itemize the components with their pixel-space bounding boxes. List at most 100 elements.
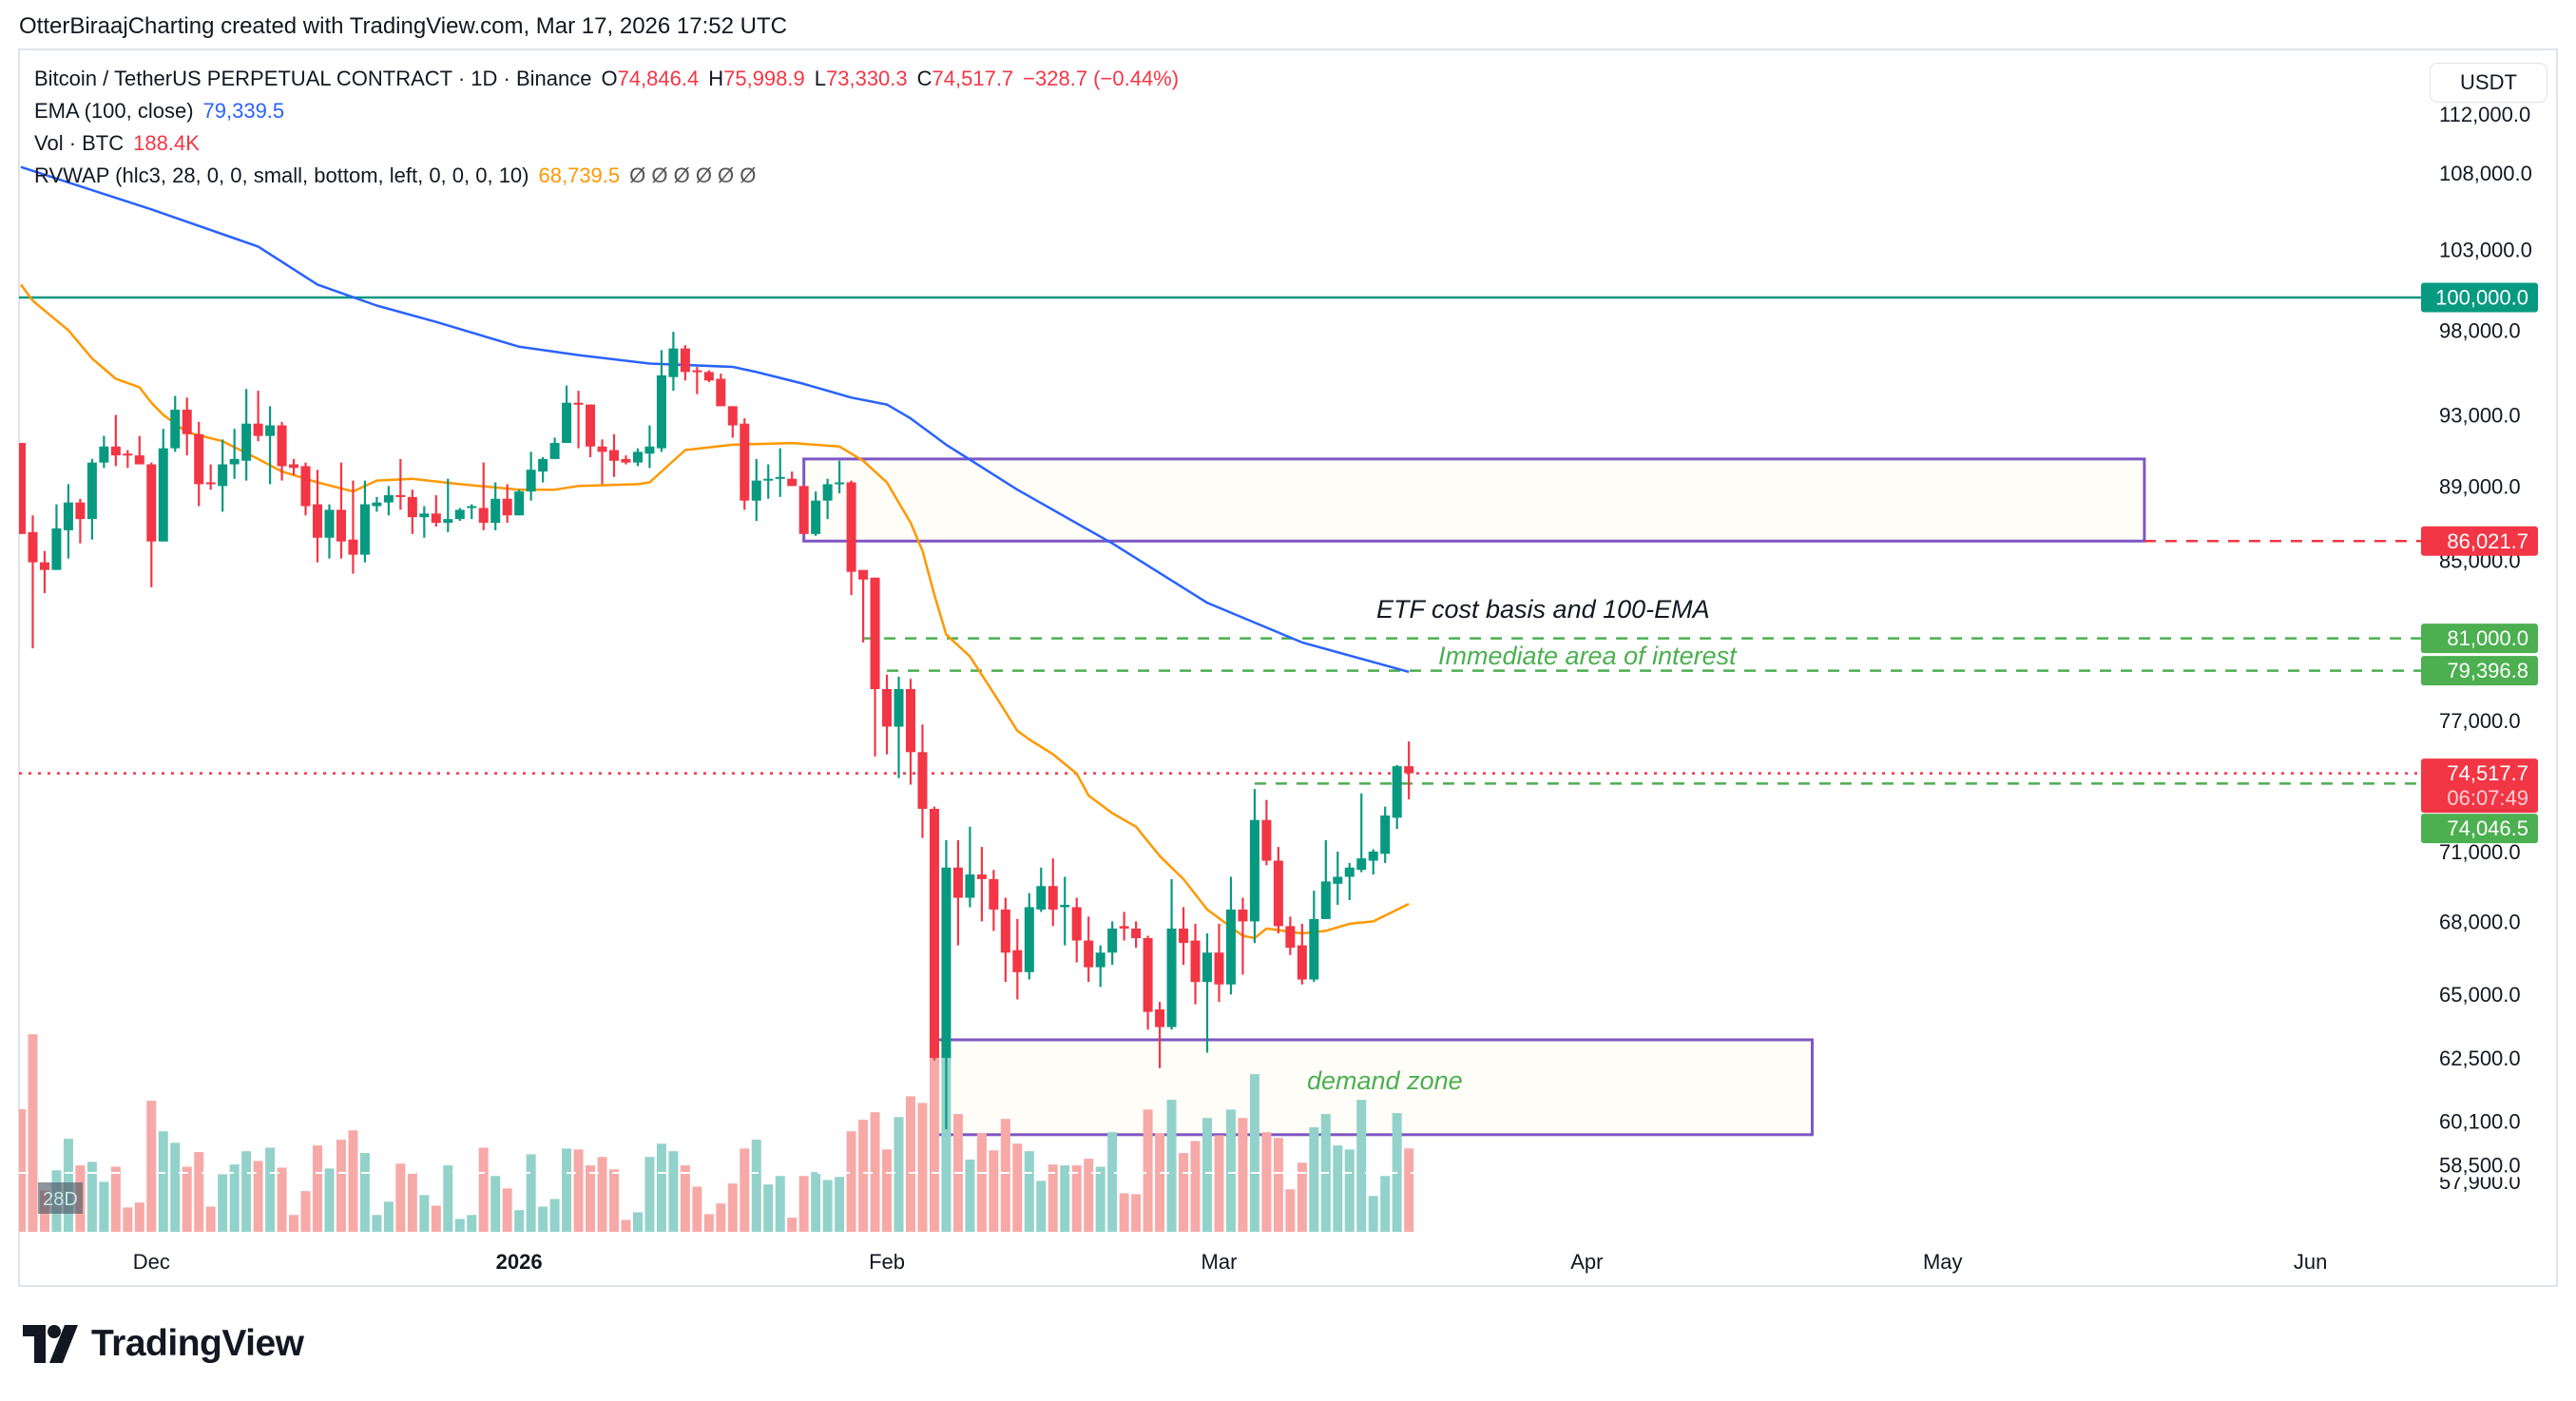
volume-bar	[336, 1140, 346, 1232]
legend-volume-row[interactable]: Vol · BTC 188.4K	[34, 131, 209, 156]
candle	[941, 839, 952, 1130]
rvwap-line	[19, 283, 1410, 940]
volume-bar	[1143, 1109, 1153, 1232]
candle-body	[134, 455, 144, 465]
tradingview-mark-icon	[23, 1325, 78, 1363]
candle	[846, 480, 856, 596]
volume-bar	[858, 1120, 869, 1232]
demand-zone-box[interactable]	[932, 1038, 1814, 1137]
tradingview-logo[interactable]: TradingView	[23, 1323, 304, 1365]
candle	[1273, 847, 1283, 933]
price-label-text: 79,396.8	[2447, 659, 2528, 682]
candle-body	[751, 480, 761, 501]
low-value: 73,330.3	[826, 67, 908, 90]
volume-bar	[621, 1219, 631, 1232]
volume-bar	[703, 1214, 714, 1232]
countdown-text: 06:07:49	[2447, 786, 2528, 810]
candle-body	[19, 443, 26, 534]
volume-bar	[906, 1096, 915, 1232]
candle-body	[419, 513, 430, 518]
candle	[562, 385, 572, 444]
annotation-immediate-area[interactable]: Immediate area of interest	[1438, 642, 1737, 670]
candle	[917, 724, 928, 838]
candle	[39, 550, 49, 593]
price-tick-label: 93,000.0	[2439, 404, 2521, 428]
candle-body	[858, 569, 869, 580]
volume-bar	[218, 1174, 228, 1232]
candle-body	[395, 494, 406, 497]
volume-bar	[407, 1172, 417, 1232]
volume-bar	[787, 1218, 798, 1232]
candle	[87, 458, 97, 540]
candle	[811, 491, 821, 536]
symbol-title[interactable]: Bitcoin / TetherUS PERPETUAL CONTRACT · …	[34, 67, 592, 90]
volume-bar	[348, 1130, 358, 1232]
high-label: H	[708, 67, 724, 90]
candle	[976, 847, 987, 922]
volume-bar	[1273, 1138, 1283, 1232]
annotation-etf-cost-basis[interactable]: ETF cost basis and 100-EMA	[1376, 595, 1710, 624]
candle	[1202, 932, 1212, 1053]
supply-zone-box[interactable]	[802, 457, 2146, 543]
volume-bar	[383, 1201, 394, 1232]
candle-body	[811, 500, 821, 534]
volume-bar	[976, 1133, 987, 1232]
ema-label: EMA (100, close)	[34, 99, 194, 123]
candle-body	[775, 476, 785, 479]
candle	[1000, 897, 1010, 983]
candle	[1238, 897, 1248, 975]
candle	[1333, 851, 1343, 905]
candle	[194, 421, 204, 507]
volume-bar	[1214, 1135, 1224, 1232]
legend-ema-row[interactable]: EMA (100, close) 79,339.5	[34, 99, 294, 124]
price-tick-bg	[2430, 473, 2548, 499]
price-label-text: 81,000.0	[2447, 626, 2528, 650]
low-label: L	[814, 67, 826, 90]
candle	[929, 806, 939, 1061]
candle	[443, 478, 453, 532]
candle	[1190, 923, 1201, 1005]
currency-selector[interactable]: USDT	[2430, 63, 2547, 103]
candle	[680, 345, 690, 381]
volume-bar	[1000, 1119, 1010, 1232]
candle	[882, 674, 893, 755]
price-label: 74,046.5	[2421, 814, 2538, 844]
candle	[1309, 891, 1319, 983]
price-tick-label: 71,000.0	[2439, 840, 2521, 864]
volume-bar	[1202, 1118, 1212, 1232]
rvwap-anchor-label: 28D	[38, 1182, 83, 1214]
price-label-bg	[2421, 282, 2538, 313]
candle	[1155, 1002, 1165, 1068]
candle-body	[1249, 819, 1259, 922]
legend-rvwap-row[interactable]: RVWAP (hlc3, 28, 0, 0, small, bottom, le…	[34, 163, 765, 188]
candle-body	[313, 504, 322, 538]
candle-body	[1297, 945, 1307, 980]
volume-bar	[775, 1176, 785, 1232]
price-tick-bg	[2430, 909, 2548, 934]
candle	[703, 370, 714, 383]
candle-body	[1166, 928, 1177, 1027]
ema-value: 79,339.5	[202, 99, 285, 123]
candle	[336, 462, 346, 559]
annotation-demand-zone[interactable]: demand zone	[1307, 1066, 1463, 1095]
candle-body	[952, 867, 963, 898]
candle	[1048, 858, 1058, 927]
candle-body	[1309, 918, 1319, 980]
candle-body	[407, 496, 417, 518]
volume-bar	[123, 1207, 133, 1232]
volume-bar	[182, 1166, 192, 1232]
price-tick-label: 108,000.0	[2439, 162, 2532, 185]
volume-bar	[241, 1151, 252, 1232]
candle-body	[51, 528, 62, 570]
candle	[644, 425, 655, 469]
candle	[798, 486, 809, 534]
candle	[359, 480, 370, 563]
volume-value: 188.4K	[133, 131, 200, 155]
candle	[727, 406, 738, 438]
volume-bar	[727, 1183, 738, 1232]
volume-bar	[1238, 1118, 1248, 1232]
candle	[490, 482, 501, 530]
candle-body	[1143, 938, 1153, 1012]
volume-bar	[1071, 1165, 1082, 1232]
